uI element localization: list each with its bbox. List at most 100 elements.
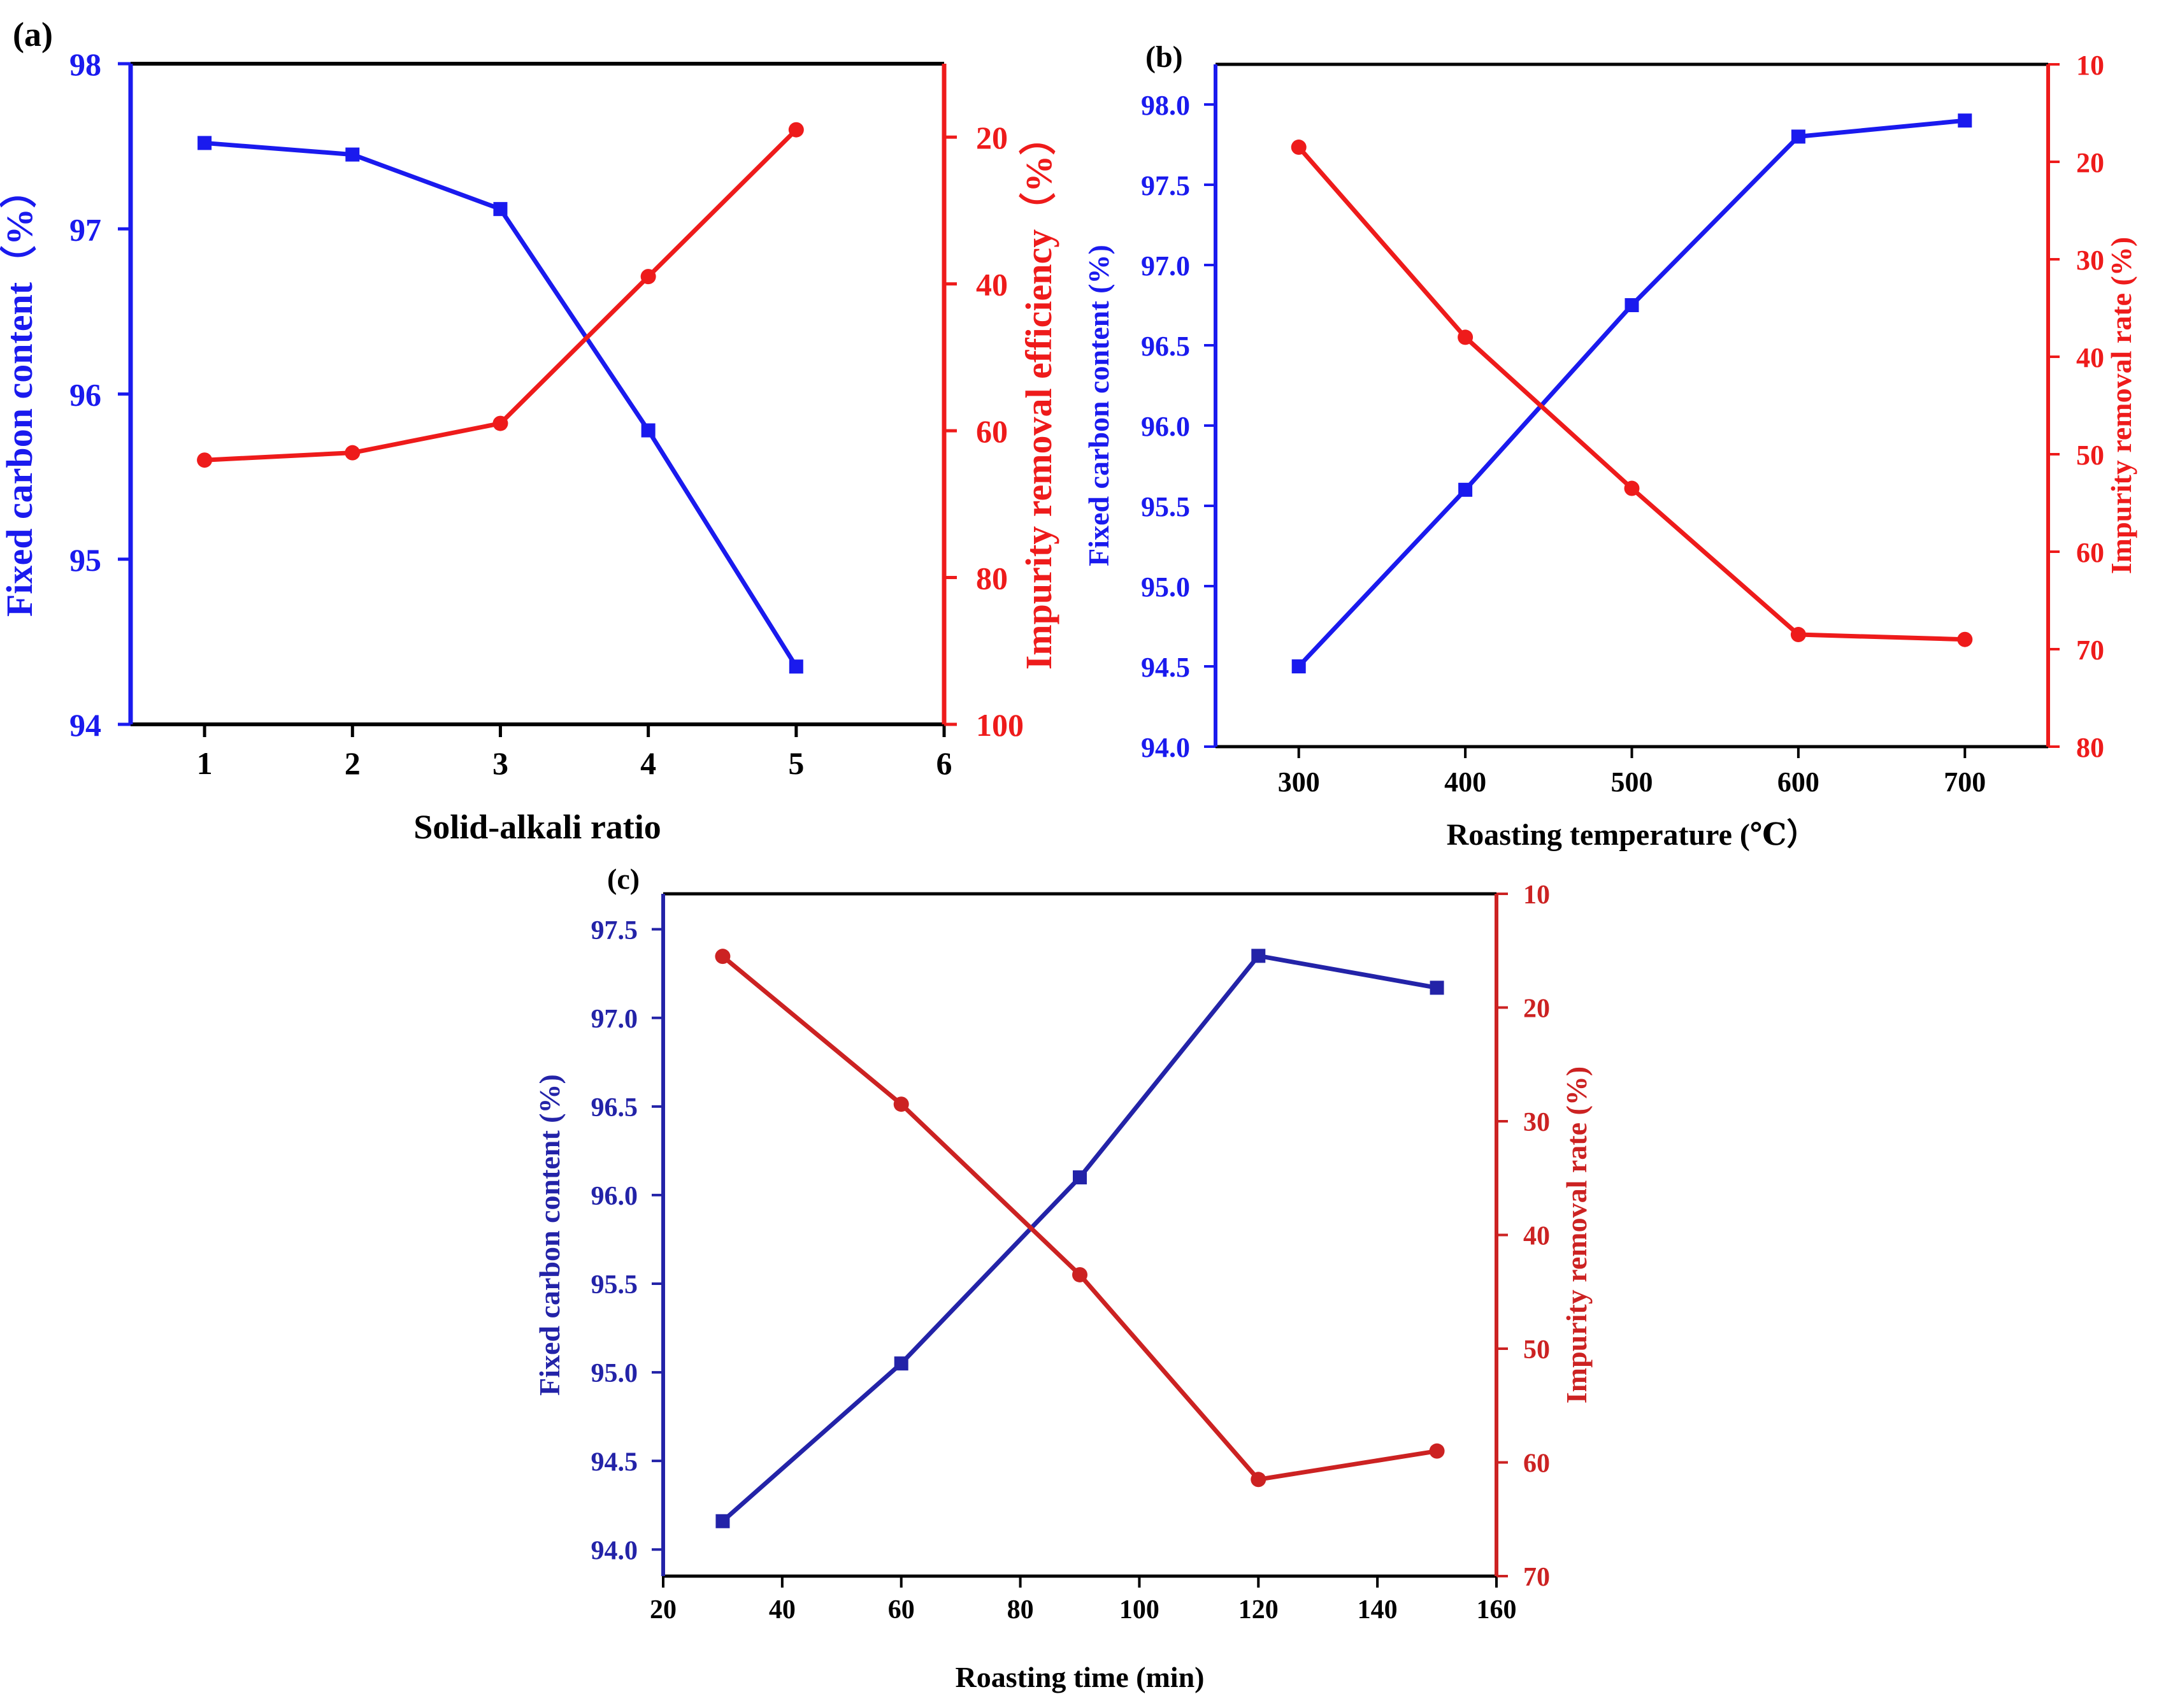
data-point-circle <box>1291 140 1307 155</box>
y-left-tick-label: 94.5 <box>591 1447 638 1477</box>
y-right-tick-label: 100 <box>976 707 1024 743</box>
x-tick-label: 300 <box>1278 766 1320 798</box>
data-point-square <box>641 423 656 438</box>
x-tick-label: 600 <box>1777 766 1819 798</box>
y-right-axis-label: Impurity removal efficiency（%） <box>1018 118 1059 670</box>
y-right-tick-label: 70 <box>2076 635 2104 666</box>
x-tick-label: 400 <box>1444 766 1486 798</box>
data-point-circle <box>197 452 213 468</box>
data-point-square <box>894 1356 908 1371</box>
y-left-tick-label: 94.0 <box>591 1536 638 1565</box>
series-line-left <box>721 953 1438 1523</box>
data-point-square <box>197 136 212 150</box>
panel-label: (a) <box>13 15 53 54</box>
y-left-tick-label: 96 <box>69 377 101 413</box>
y-right-tick-label: 60 <box>976 413 1008 449</box>
x-tick-label: 100 <box>1119 1595 1159 1625</box>
x-tick-label: 6 <box>936 745 952 781</box>
series-line-right <box>721 954 1438 1482</box>
data-point-square <box>493 202 508 217</box>
data-point-circle <box>492 415 508 431</box>
data-point-circle <box>1429 1443 1445 1459</box>
series-line-right <box>204 128 798 463</box>
y-left-tick-label: 96.5 <box>591 1093 638 1123</box>
data-point-square <box>1291 659 1306 673</box>
data-point-square <box>1430 980 1444 995</box>
y-left-tick-label: 97.5 <box>591 916 638 945</box>
data-point-circle <box>893 1096 909 1112</box>
y-left-tick-label: 95.0 <box>591 1359 638 1388</box>
y-left-axis-label: Fixed carbon content (%) <box>533 1074 566 1396</box>
y-right-tick-label: 20 <box>976 120 1008 155</box>
x-tick-label: 500 <box>1611 766 1653 798</box>
y-left-tick-label: 98 <box>69 47 101 82</box>
data-point-circle <box>345 445 361 461</box>
x-tick-label: 3 <box>492 745 508 781</box>
x-tick-label: 700 <box>1944 766 1986 798</box>
y-left-tick-label: 96.5 <box>1141 331 1190 362</box>
y-right-tick-label: 40 <box>1523 1222 1550 1251</box>
y-right-tick-label: 30 <box>1523 1108 1550 1137</box>
data-point-square <box>1958 113 1972 128</box>
y-left-tick-label: 94.5 <box>1141 652 1190 683</box>
y-right-tick-label: 60 <box>2076 537 2104 568</box>
data-point-square <box>789 659 803 674</box>
series-line-left <box>1297 118 1965 668</box>
data-point-square <box>715 1514 730 1528</box>
data-point-circle <box>788 122 804 138</box>
x-axis-label: Solid-alkali ratio <box>413 808 661 846</box>
y-left-tick-label: 97.0 <box>1141 250 1190 282</box>
y-left-tick-label: 95.0 <box>1141 571 1190 603</box>
x-tick-label: 20 <box>650 1595 677 1625</box>
x-tick-label: 40 <box>769 1595 796 1625</box>
x-tick-label: 60 <box>888 1595 915 1625</box>
data-point-square <box>1625 298 1639 312</box>
x-tick-label: 2 <box>345 745 361 781</box>
data-point-circle <box>1790 627 1806 643</box>
y-right-tick-label: 10 <box>2076 50 2104 81</box>
x-tick-label: 160 <box>1477 1595 1517 1625</box>
y-right-tick-label: 70 <box>1523 1563 1550 1592</box>
x-tick-label: 140 <box>1358 1595 1398 1625</box>
data-point-circle <box>1957 631 1973 647</box>
y-left-tick-label: 97.5 <box>1141 170 1190 201</box>
y-right-tick-label: 60 <box>1523 1449 1550 1479</box>
data-point-circle <box>1458 329 1474 345</box>
chart-panel-b: 300 400 500 600 700 94.0 94.5 95.0 95.5 96.0 96.5 9… <box>1082 40 2137 852</box>
y-right-tick-label: 40 <box>976 267 1008 303</box>
panel-label: (c) <box>607 863 640 895</box>
y-left-axis-label: Fixed carbon content (%) <box>1082 245 1115 566</box>
panel-label: (b) <box>1145 40 1183 74</box>
y-right-tick-label: 50 <box>1523 1335 1550 1365</box>
y-left-tick-label: 98.0 <box>1141 90 1190 121</box>
x-tick-label: 5 <box>788 745 804 781</box>
data-point-square <box>345 147 360 162</box>
y-left-tick-label: 95.5 <box>1141 491 1190 522</box>
y-left-tick-label: 95 <box>69 542 101 578</box>
y-right-axis-label: Impurity removal rate (%) <box>1560 1066 1593 1403</box>
y-right-tick-label: 30 <box>2076 245 2104 276</box>
x-tick-label: 4 <box>640 745 656 781</box>
y-right-tick-label: 40 <box>2076 342 2104 373</box>
y-left-tick-label: 94.0 <box>1141 732 1190 763</box>
y-left-tick-label: 96.0 <box>591 1182 638 1211</box>
y-left-tick-label: 94 <box>69 707 101 743</box>
y-right-axis-label: Impurity removal rate (%) <box>2105 237 2137 574</box>
x-tick-label: 1 <box>197 745 213 781</box>
series-line-right <box>1297 145 1965 642</box>
y-right-tick-label: 20 <box>1523 994 1550 1024</box>
y-left-tick-label: 96.0 <box>1141 411 1190 442</box>
x-axis-label: Roasting temperature (℃） <box>1447 818 1818 852</box>
x-axis-label: Roasting time (min) <box>956 1661 1205 1693</box>
y-right-tick-label: 80 <box>976 561 1008 596</box>
y-left-tick-label: 95.5 <box>591 1270 638 1300</box>
data-point-circle <box>715 949 731 965</box>
y-right-tick-label: 50 <box>2076 440 2104 471</box>
x-tick-label: 80 <box>1007 1595 1034 1625</box>
y-right-tick-label: 20 <box>2076 147 2104 178</box>
data-point-square <box>1251 949 1266 963</box>
chart-panel-a: 1 2 3 4 5 6 94 95 96 97 98 20 40 60 80 100 Solid-alkali … <box>0 15 1059 846</box>
y-left-tick-label: 97 <box>69 212 101 247</box>
data-point-square <box>1073 1170 1087 1185</box>
